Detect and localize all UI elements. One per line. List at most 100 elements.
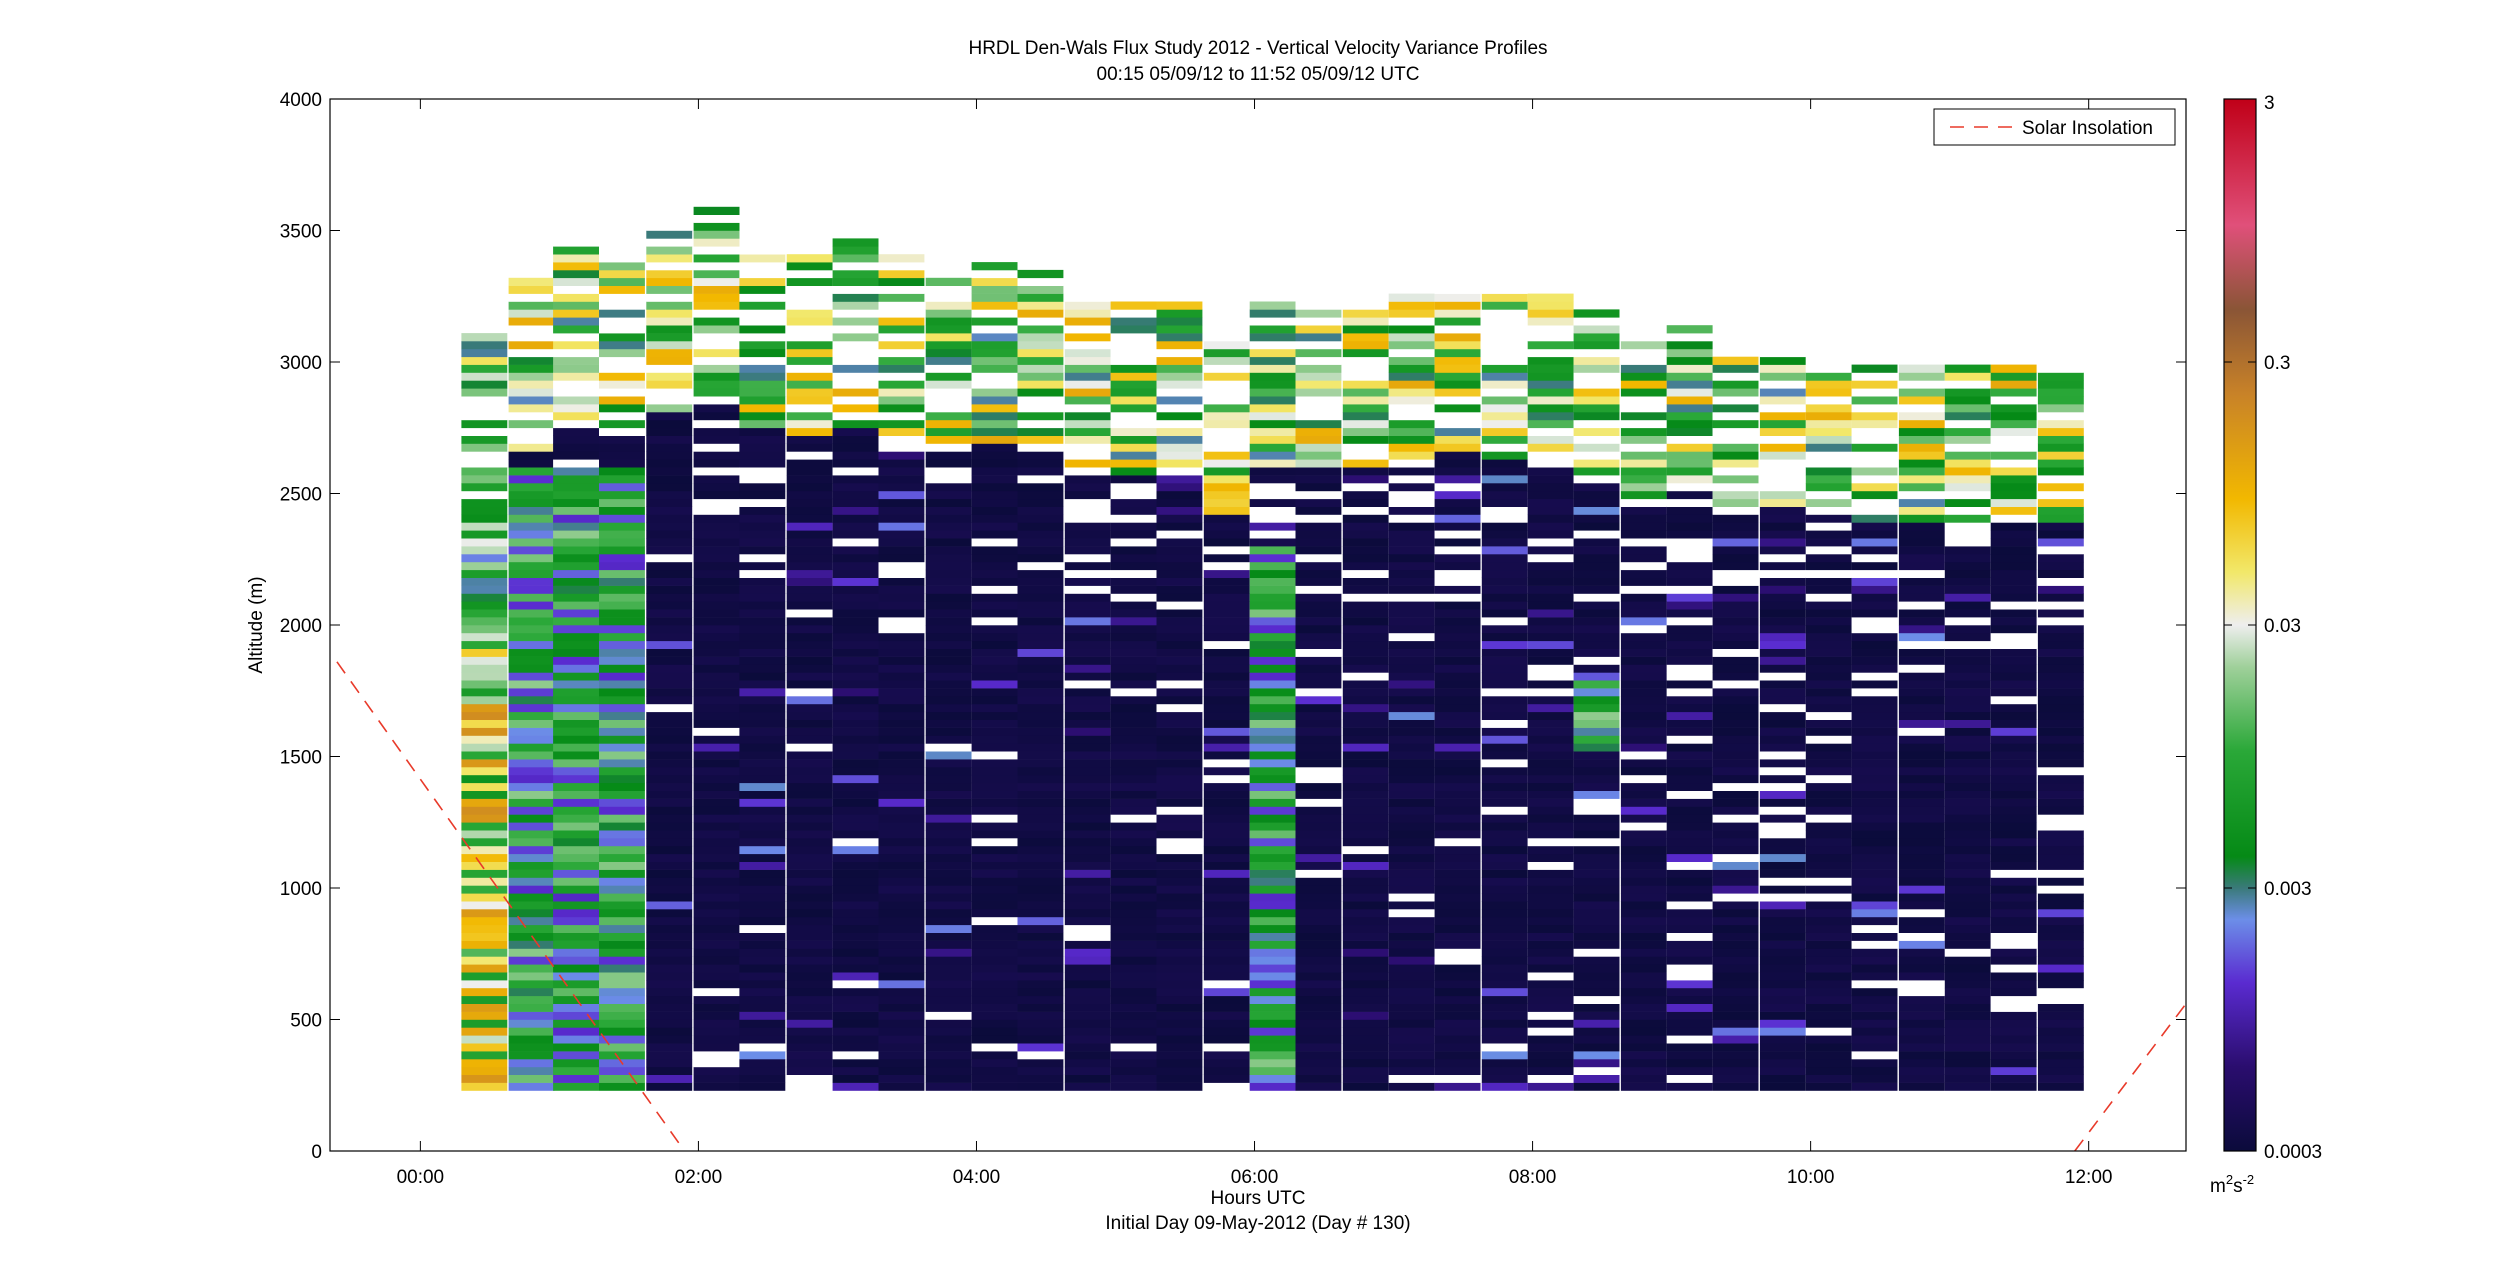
heatmap-cell [1481, 380, 1528, 389]
heatmap-cell [646, 490, 693, 500]
heatmap-cell [971, 443, 1018, 452]
heatmap-cell [739, 948, 786, 957]
heatmap-cell [1527, 1066, 1574, 1075]
heatmap-cell [1712, 451, 1759, 460]
heatmap-cell [1249, 364, 1296, 373]
heatmap-cell [508, 404, 555, 413]
heatmap-cell [1249, 530, 1296, 539]
heatmap-cell [1805, 782, 1852, 791]
heatmap-cell [1342, 956, 1389, 965]
heatmap-cell [971, 506, 1018, 515]
heatmap-cell [1295, 1082, 1342, 1091]
heatmap-cell [1759, 554, 1806, 563]
heatmap-cell [461, 356, 508, 365]
heatmap-cell [461, 1066, 508, 1075]
heatmap-cell [1898, 711, 1945, 720]
heatmap-cell [508, 1082, 555, 1091]
heatmap-cell [739, 1059, 786, 1068]
heatmap-cell [925, 593, 972, 602]
heatmap-cell [832, 238, 879, 247]
heatmap-cell [971, 404, 1018, 413]
heatmap-cell [1434, 546, 1481, 555]
heatmap-cell [1898, 1027, 1945, 1036]
heatmap-cell [1203, 1043, 1250, 1052]
heatmap-cell [1203, 948, 1250, 957]
heatmap-cell [878, 561, 925, 571]
heatmap-cell [693, 806, 740, 815]
heatmap-cell [1342, 1082, 1389, 1091]
heatmap-cell [1527, 909, 1574, 918]
heatmap-cell [1434, 688, 1481, 697]
heatmap-cell [1805, 1027, 1852, 1036]
heatmap-cell [1203, 396, 1250, 405]
heatmap-cell [739, 656, 786, 665]
heatmap-cell [1017, 1003, 1064, 1012]
heatmap-cell [1203, 1035, 1250, 1044]
heatmap-cell [553, 356, 599, 365]
heatmap-cell [646, 498, 693, 507]
heatmap-cell [599, 790, 645, 799]
heatmap-cell [1110, 869, 1157, 878]
heatmap-cell [508, 640, 555, 649]
heatmap-cell [971, 412, 1018, 421]
heatmap-cell [878, 901, 925, 910]
heatmap-cell [1990, 964, 2037, 973]
heatmap-cell [646, 467, 693, 476]
heatmap-cell [1527, 845, 1574, 855]
heatmap-cell [2037, 664, 2084, 673]
heatmap-cell [1434, 625, 1481, 634]
heatmap-cell [971, 309, 1018, 318]
heatmap-cell [1249, 506, 1296, 515]
heatmap-cell [1295, 909, 1342, 918]
heatmap-cell [1434, 853, 1481, 862]
heatmap-cell [1898, 790, 1945, 799]
y-tick-label: 4000 [280, 90, 322, 111]
heatmap-cell [599, 301, 645, 310]
heatmap-cell [646, 822, 693, 831]
heatmap-cell [1249, 877, 1296, 886]
heatmap-cell [1527, 617, 1574, 626]
heatmap-cell [832, 648, 879, 657]
heatmap-cell [1156, 822, 1203, 831]
heatmap-cell [693, 1043, 740, 1052]
heatmap-cell [599, 498, 645, 507]
heatmap-cell [832, 790, 879, 799]
heatmap-cell [1573, 972, 1620, 981]
heatmap-cell [646, 341, 693, 350]
heatmap-cell [1203, 451, 1250, 460]
heatmap-cell [1620, 759, 1667, 768]
heatmap-cell [1388, 490, 1435, 500]
heatmap-cell [1249, 538, 1296, 547]
heatmap-cell [693, 1059, 740, 1068]
heatmap-cell [1203, 743, 1250, 752]
heatmap-cell [1156, 372, 1203, 381]
heatmap-cell [1898, 703, 1945, 713]
heatmap-cell [1203, 506, 1250, 515]
heatmap-cell [2037, 869, 2084, 878]
heatmap-cell [1851, 743, 1898, 752]
heatmap-cell [553, 585, 599, 594]
heatmap-cell [1527, 838, 1574, 847]
heatmap-cell [1620, 388, 1667, 397]
heatmap-cell [925, 995, 972, 1004]
heatmap-cell [1944, 585, 1991, 594]
heatmap-cell [1110, 632, 1157, 642]
heatmap-cell [1110, 711, 1157, 720]
heatmap-cell [461, 490, 508, 500]
heatmap-cell [925, 909, 972, 918]
heatmap-cell [1527, 546, 1574, 555]
heatmap-cell [1666, 798, 1713, 807]
heatmap-cell [1434, 774, 1481, 784]
heatmap-cell [1620, 1003, 1667, 1012]
heatmap-cell [1898, 1066, 1945, 1075]
heatmap-cell [1944, 1059, 1991, 1068]
heatmap-cell [1944, 388, 1991, 397]
heatmap-cell [2037, 696, 2084, 705]
heatmap-cell [508, 1043, 555, 1052]
heatmap-cell [693, 932, 740, 941]
heatmap-cell [1898, 1011, 1945, 1020]
heatmap-cell [832, 372, 879, 381]
heatmap-cell [1944, 893, 1991, 902]
heatmap-cell [1990, 593, 2037, 602]
heatmap-cell [461, 601, 508, 610]
